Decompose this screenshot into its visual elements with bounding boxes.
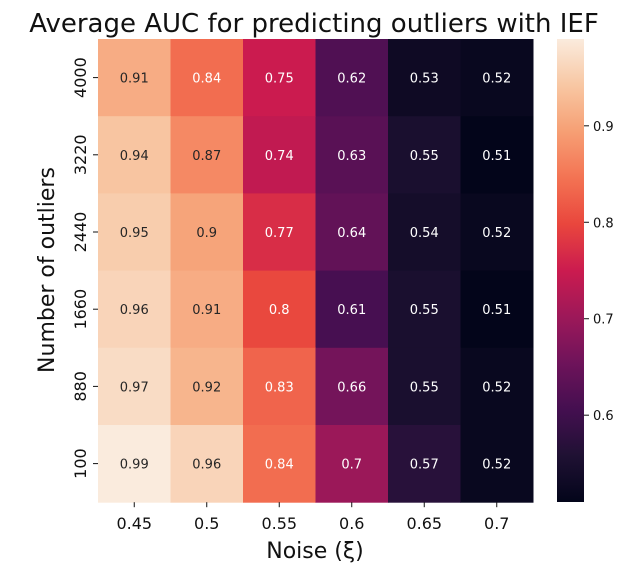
cell-value-label: 0.55: [410, 380, 439, 395]
cell-value-label: 0.92: [192, 380, 221, 395]
cell-value-label: 0.99: [120, 458, 149, 473]
heatmap-cell: [170, 270, 244, 349]
cell-value-label: 0.61: [337, 303, 366, 318]
cell-value-label: 0.51: [482, 149, 511, 164]
cell-value-label: 0.52: [482, 72, 511, 87]
heatmap-cell: [170, 425, 244, 503]
heatmap-cell: [98, 39, 171, 117]
heatmap-cell: [243, 39, 316, 117]
cell-value-label: 0.53: [410, 72, 439, 87]
cell-value-label: 0.96: [192, 458, 221, 473]
x-tick-label: 0.7: [484, 514, 509, 533]
colorbar-ticks: 0.6 0.7 0.8 0.9: [584, 120, 614, 424]
y-tick-label: 4000: [71, 57, 90, 98]
x-tick-label: 0.6: [339, 514, 364, 533]
cell-value-label: 0.77: [265, 226, 294, 241]
x-tick-label: 0.45: [116, 514, 152, 533]
heatmap-cell: [460, 425, 534, 503]
cell-value-label: 0.83: [265, 380, 294, 395]
cell-value-label: 0.62: [337, 72, 366, 87]
x-tick-label: 0.65: [406, 514, 442, 533]
heatmap-cell: [243, 270, 316, 349]
x-axis-ticks: 0.45 0.5 0.55 0.6 0.65 0.7: [116, 502, 509, 533]
heatmap-cell: [170, 347, 244, 426]
cell-value-label: 0.54: [410, 226, 439, 241]
cell-value-label: 0.74: [265, 149, 294, 164]
heatmap-cell: [388, 425, 461, 503]
heatmap-cell: [98, 347, 171, 426]
cell-value-label: 0.52: [482, 226, 511, 241]
y-axis-ticks: 4000 3220 2440 1660 880 100: [71, 57, 98, 479]
y-tick-label: 2440: [71, 212, 90, 253]
heatmap-cell: [243, 347, 316, 426]
cell-value-label: 0.97: [120, 380, 149, 395]
heatmap-cell: [243, 425, 316, 503]
heatmap-cell: [388, 193, 461, 272]
heatmap-cell: [98, 193, 171, 272]
heatmap-cell: [315, 425, 389, 503]
heatmap-cell: [315, 116, 389, 194]
cell-value-label: 0.63: [337, 149, 366, 164]
cell-value-label: 0.91: [192, 303, 221, 318]
cell-value-label: 0.87: [192, 149, 221, 164]
cell-value-label: 0.91: [120, 72, 149, 87]
heatmap-cell: [315, 270, 389, 349]
x-axis-label: Noise (ξ): [266, 539, 363, 564]
colorbar-tick-label: 0.7: [593, 313, 614, 328]
cell-value-label: 0.75: [265, 72, 294, 87]
heatmap-cell: [388, 116, 461, 194]
x-tick-label: 0.5: [194, 514, 219, 533]
heatmap-cell: [460, 193, 534, 272]
y-tick-label: 100: [71, 448, 90, 479]
cell-value-label: 0.64: [337, 226, 366, 241]
heatmap-cell: [460, 39, 534, 117]
x-tick-label: 0.55: [261, 514, 297, 533]
heatmap-cell: [388, 347, 461, 426]
chart-title: Average AUC for predicting outliers with…: [29, 9, 599, 39]
cell-value-label: 0.7: [341, 458, 362, 473]
y-tick-label: 1660: [71, 289, 90, 330]
heatmap-cell: [315, 193, 389, 272]
heatmap-cell: [388, 39, 461, 117]
cell-value-label: 0.55: [410, 149, 439, 164]
heatmap-cell: [170, 116, 244, 194]
cell-value-label: 0.94: [120, 149, 149, 164]
cell-value-label: 0.66: [337, 380, 366, 395]
heatmap-cell: [98, 116, 171, 194]
y-tick-label: 3220: [71, 134, 90, 175]
heatmap-cell: [315, 347, 389, 426]
cell-value-label: 0.84: [265, 458, 294, 473]
heatmap-cells: 0.91 0.84 0.75 0.62 0.53 0.52 0.94 0.87 0.74 0.63…: [98, 39, 534, 503]
cell-value-label: 0.84: [192, 72, 221, 87]
heatmap-cell: [170, 39, 244, 117]
cell-value-label: 0.8: [269, 303, 290, 318]
colorbar-tick-label: 0.9: [593, 120, 614, 135]
cell-value-label: 0.52: [482, 458, 511, 473]
heatmap-cell: [243, 116, 316, 194]
cell-value-label: 0.96: [120, 303, 149, 318]
cell-value-label: 0.51: [482, 303, 511, 318]
y-tick-label: 880: [71, 371, 90, 402]
cell-value-label: 0.52: [482, 380, 511, 395]
y-axis-label: Number of outliers: [35, 167, 60, 373]
heatmap-cell: [388, 270, 461, 349]
heatmap-cell: [315, 39, 389, 117]
heatmap-cell: [460, 347, 534, 426]
colorbar-tick-label: 0.8: [593, 216, 614, 231]
heatmap-cell: [170, 193, 244, 272]
heatmap-cell: [243, 193, 316, 272]
cell-value-label: 0.57: [410, 458, 439, 473]
heatmap-cell: [460, 270, 534, 349]
heatmap-cell: [460, 116, 534, 194]
colorbar-tick-label: 0.6: [593, 409, 614, 424]
colorbar: [557, 39, 584, 502]
cell-value-label: 0.9: [196, 226, 217, 241]
heatmap-cell: [98, 270, 171, 349]
cell-value-label: 0.55: [410, 303, 439, 318]
cell-value-label: 0.95: [120, 226, 149, 241]
heatmap-cell: [98, 425, 171, 503]
